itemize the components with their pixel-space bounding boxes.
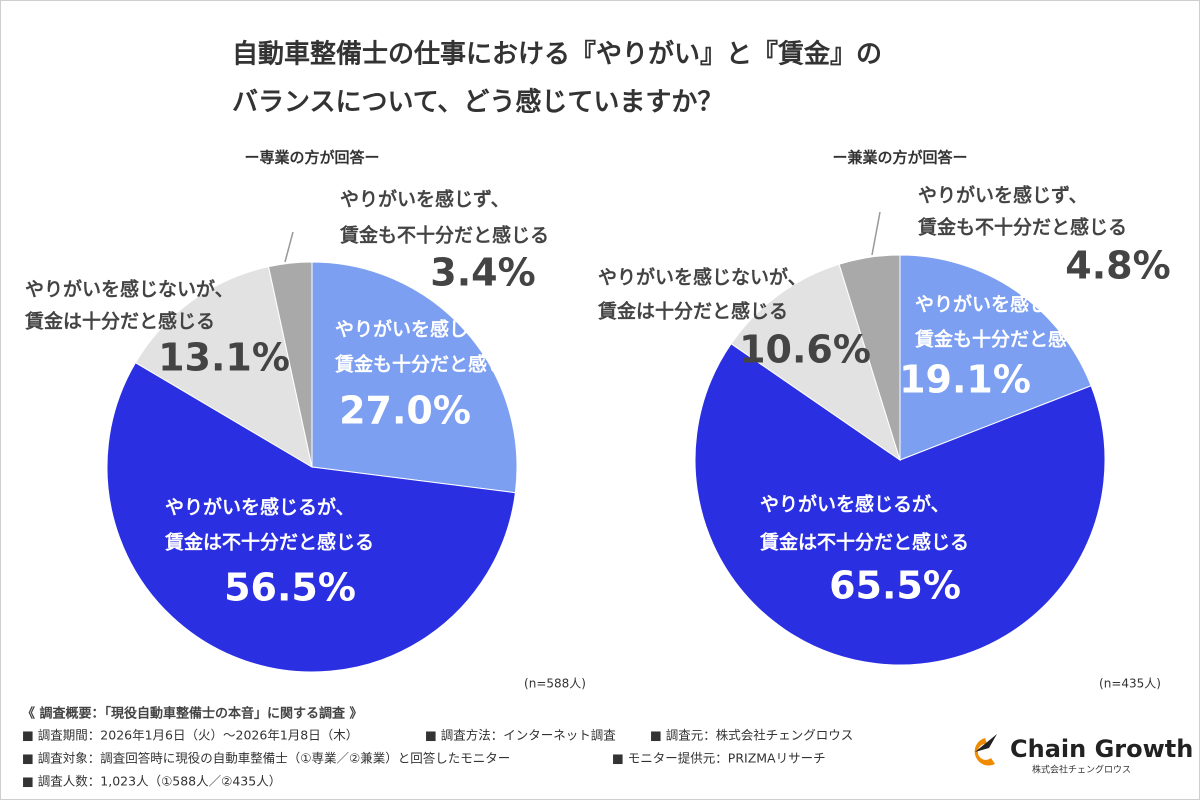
logo-mark (975, 734, 997, 752)
slice-label: 賃金も十分だと感じる (914, 328, 1105, 351)
pie-slice (899, 254, 1092, 461)
logo-mark (974, 738, 995, 766)
slice-label: 賃金は十分だと感じる (24, 310, 215, 333)
value-label: 4.8% (1065, 244, 1170, 288)
slice-label: やりがいを感じないが、 (598, 266, 807, 289)
pie-slice (694, 343, 1106, 666)
value-label: 13.1% (158, 336, 290, 380)
leader-line (871, 211, 881, 256)
slice-label: やりがいを感じ、 (915, 293, 1067, 316)
title-line: 自動車整備士の仕事における『やりがい』と『賃金』の (232, 39, 882, 70)
logo-name: Chain Growth (1010, 735, 1193, 763)
footer-item: ■ 調査期間：2026年1月6日（火）〜2026年1月8日（木） (22, 728, 358, 743)
value-label: 19.1% (899, 358, 1031, 402)
footer-item: ■ モニター提供元：PRIZMAリサーチ (612, 751, 826, 766)
pie-slice (730, 263, 901, 462)
slice-label: 賃金も不十分だと感じる (339, 224, 549, 247)
value-label: 10.6% (739, 328, 871, 372)
pie-slice (106, 361, 516, 673)
pie-slice (267, 261, 313, 468)
pie-slice (311, 261, 518, 494)
slice-label: 賃金は不十分だと感じる (164, 531, 374, 554)
value-label: 27.0% (339, 389, 471, 433)
value-label: 3.4% (430, 251, 535, 295)
pie-slice (134, 266, 313, 469)
logo-company: 株式会社チェングロウス (1032, 764, 1131, 776)
sample-note: (n=435人) (1099, 677, 1161, 691)
chart-subtitle: ー兼業の方が回答ー (832, 149, 967, 167)
slice-label: 賃金は十分だと感じる (597, 300, 788, 323)
slice-label: 賃金は不十分だと感じる (759, 531, 969, 554)
value-label: 56.5% (224, 566, 356, 610)
sample-note: (n=588人) (524, 677, 586, 691)
slice-label: やりがいを感じ、 (335, 318, 487, 341)
title-line: バランスについて、どう感じていますか？ (232, 88, 723, 118)
leader-line (284, 231, 294, 263)
value-label: 65.5% (829, 564, 961, 608)
pie-slice (838, 254, 901, 461)
slice-label: やりがいを感じず、 (340, 188, 510, 211)
footer-item: ■ 調査元：株式会社チェングロウス (650, 728, 853, 743)
slice-label: やりがいを感じないが、 (25, 278, 234, 301)
logo: Chain Growth 株式会社チェングロウス (974, 734, 1193, 776)
footer-item: ■ 調査人数：1,023人（①588人／②435人） (22, 774, 281, 789)
footer-item: ■ 調査方法：インターネット調査 (425, 728, 616, 743)
slice-label: やりがいを感じるが、 (165, 496, 355, 519)
slice-label: 賃金も十分だと感じる (334, 353, 525, 376)
chart-subtitle: ー専業の方が回答ー (244, 149, 379, 167)
footer-item: ■ 調査対象：調査回答時に現役の自動車整備士（①専業／②兼業）と回答したモニター (22, 751, 510, 766)
footer-heading: 《 調査概要：「現役自動車整備士の本音」に関する調査 》 (22, 706, 363, 722)
slice-label: 賃金も不十分だと感じる (917, 216, 1127, 239)
slice-label: やりがいを感じず、 (918, 184, 1088, 207)
slice-label: やりがいを感じるが、 (760, 493, 950, 516)
